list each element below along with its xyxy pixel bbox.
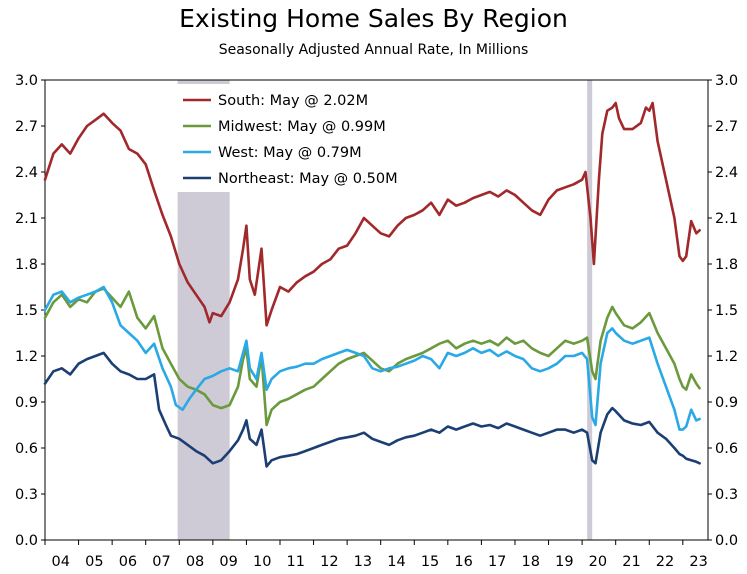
y-tick-label-right: 0.3 bbox=[715, 487, 738, 503]
legend-label-0: South: May @ 2.02M bbox=[218, 93, 368, 109]
y-tick-label-left: 0.6 bbox=[15, 441, 38, 457]
series-line-2 bbox=[43, 285, 701, 431]
legend-label-2: West: May @ 0.79M bbox=[218, 145, 362, 161]
y-tick-label-left: 1.5 bbox=[15, 303, 38, 319]
x-tick-label: 15 bbox=[421, 554, 439, 570]
legend-box bbox=[175, 84, 437, 192]
x-tick-label: 04 bbox=[52, 554, 70, 570]
x-tick-label: 10 bbox=[253, 554, 271, 570]
y-tick-label-right: 2.7 bbox=[715, 119, 738, 135]
y-tick-label-right: 2.4 bbox=[715, 165, 738, 181]
y-tick-label-left: 2.1 bbox=[15, 211, 38, 227]
y-tick-label-left: 0.9 bbox=[15, 395, 38, 411]
series-line-0 bbox=[43, 101, 701, 327]
x-tick-label: 23 bbox=[689, 554, 707, 570]
y-tick-label-right: 3.0 bbox=[715, 73, 738, 89]
y-tick-label-right: 0.9 bbox=[715, 395, 738, 411]
x-tick-label: 18 bbox=[522, 554, 540, 570]
x-tick-label: 16 bbox=[454, 554, 472, 570]
x-tick-label: 19 bbox=[555, 554, 573, 570]
x-tick-label: 20 bbox=[589, 554, 607, 570]
recession-shade-1 bbox=[587, 80, 593, 540]
y-tick-label-left: 3.0 bbox=[15, 73, 38, 89]
x-tick-label: 08 bbox=[186, 554, 204, 570]
x-tick-label: 05 bbox=[85, 554, 103, 570]
y-tick-label-right: 0.0 bbox=[715, 533, 738, 549]
y-tick-label-right: 1.2 bbox=[715, 349, 738, 365]
y-tick-label-left: 2.4 bbox=[15, 165, 38, 181]
x-tick-label: 14 bbox=[387, 554, 405, 570]
y-tick-label-right: 1.8 bbox=[715, 257, 738, 273]
legend-label-1: Midwest: May @ 0.99M bbox=[218, 119, 386, 135]
x-tick-label: 12 bbox=[320, 554, 338, 570]
series-line-3 bbox=[43, 351, 701, 468]
x-tick-label: 09 bbox=[219, 554, 237, 570]
x-tick-label: 07 bbox=[152, 554, 170, 570]
chart-title: Existing Home Sales By Region bbox=[179, 4, 568, 33]
y-tick-label-left: 2.7 bbox=[15, 119, 38, 135]
x-tick-label: 17 bbox=[488, 554, 506, 570]
y-tick-label-left: 1.8 bbox=[15, 257, 38, 273]
x-tick-label: 11 bbox=[287, 554, 305, 570]
legend-label-3: Northeast: May @ 0.50M bbox=[218, 171, 398, 187]
y-tick-label-left: 1.2 bbox=[15, 349, 38, 365]
y-tick-label-left: 0.3 bbox=[15, 487, 38, 503]
x-tick-label: 06 bbox=[119, 554, 137, 570]
x-tick-label: 13 bbox=[354, 554, 372, 570]
y-tick-label-right: 1.5 bbox=[715, 303, 738, 319]
y-tick-label-right: 0.6 bbox=[715, 441, 738, 457]
x-tick-label: 21 bbox=[622, 554, 640, 570]
y-tick-label-left: 0.0 bbox=[15, 533, 38, 549]
chart-subtitle: Seasonally Adjusted Annual Rate, In Mill… bbox=[218, 42, 529, 58]
y-tick-label-right: 2.1 bbox=[715, 211, 738, 227]
x-tick-label: 22 bbox=[656, 554, 674, 570]
